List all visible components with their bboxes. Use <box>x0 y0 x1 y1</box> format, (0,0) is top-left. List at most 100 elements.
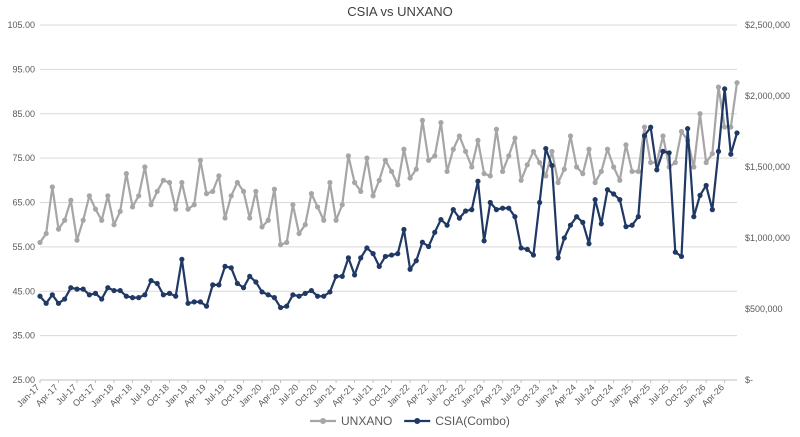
data-point <box>55 226 62 232</box>
data-point <box>154 280 160 287</box>
data-point <box>469 164 475 170</box>
data-point <box>567 222 574 228</box>
right-tick-label: $1,500,000 <box>745 162 790 172</box>
data-point <box>580 219 586 225</box>
left-tick-label: 75.00 <box>12 153 35 163</box>
data-point <box>561 166 567 172</box>
data-point <box>493 207 500 213</box>
right-tick-label: $2,500,000 <box>745 20 790 30</box>
left-tick-label: 65.00 <box>12 198 35 208</box>
data-point <box>86 292 92 298</box>
data-point <box>376 263 382 269</box>
data-point <box>86 193 92 199</box>
data-point <box>438 216 444 223</box>
data-point <box>111 287 117 294</box>
right-tick-label: $- <box>745 375 753 385</box>
data-point <box>672 249 678 255</box>
data-point <box>284 239 290 246</box>
data-point <box>80 217 86 223</box>
data-point <box>185 206 191 212</box>
data-point <box>173 206 179 212</box>
data-point <box>136 295 142 301</box>
data-point <box>419 239 426 245</box>
data-point <box>709 151 715 157</box>
legend-label: UNXANO <box>341 414 392 428</box>
data-point <box>37 293 43 299</box>
data-point <box>80 286 86 292</box>
data-point <box>222 263 228 269</box>
data-point <box>500 168 506 175</box>
data-point <box>530 252 537 258</box>
data-point <box>148 278 154 284</box>
left-tick-label: 25.00 <box>12 375 35 385</box>
series-layer <box>37 80 740 311</box>
data-point <box>105 193 111 199</box>
data-point <box>506 153 512 159</box>
data-point <box>530 148 537 155</box>
legend-entry: CSIA(Combo) <box>404 414 510 428</box>
data-point <box>685 126 691 132</box>
data-point <box>382 253 389 260</box>
data-point <box>487 199 493 206</box>
left-tick-label: 45.00 <box>12 286 35 296</box>
data-point <box>623 142 629 148</box>
data-point <box>271 186 277 192</box>
data-point <box>592 179 598 186</box>
data-point <box>216 173 222 179</box>
data-point <box>728 124 734 130</box>
data-point <box>722 124 728 130</box>
data-point <box>253 279 259 285</box>
data-point <box>333 273 339 279</box>
data-point <box>49 184 55 190</box>
data-point <box>99 217 105 223</box>
data-point <box>296 230 302 237</box>
data-point <box>407 175 413 181</box>
data-point <box>105 285 111 291</box>
data-point <box>197 157 203 163</box>
data-point <box>351 272 358 278</box>
data-point <box>358 255 364 261</box>
data-point <box>617 197 623 203</box>
data-point <box>487 173 493 179</box>
left-tick-label: 105.00 <box>7 20 35 30</box>
data-point <box>419 117 426 124</box>
left-tick-label: 95.00 <box>12 64 35 74</box>
data-point <box>308 287 314 294</box>
data-point <box>191 202 197 208</box>
data-point <box>401 226 407 233</box>
data-point <box>160 177 166 183</box>
data-point <box>512 214 518 220</box>
data-point <box>635 214 641 220</box>
data-point <box>259 289 265 295</box>
data-point <box>672 159 678 166</box>
data-point <box>92 290 99 296</box>
data-point <box>598 168 604 175</box>
data-point <box>666 150 672 156</box>
data-point <box>660 148 666 154</box>
data-point <box>345 255 352 261</box>
data-point <box>629 222 635 228</box>
data-point <box>678 128 685 135</box>
data-point <box>173 293 179 299</box>
data-point <box>247 273 253 279</box>
data-point <box>179 179 185 186</box>
gridlines <box>40 24 737 381</box>
data-point <box>506 205 512 211</box>
data-point <box>703 159 709 166</box>
data-point <box>74 237 80 243</box>
data-point <box>555 179 561 186</box>
data-point <box>388 252 395 258</box>
data-point <box>648 159 654 166</box>
data-point <box>518 245 524 251</box>
data-point <box>364 155 370 161</box>
data-point <box>222 215 228 221</box>
data-point <box>574 214 580 220</box>
data-point <box>586 241 592 247</box>
data-point <box>351 179 358 186</box>
data-point <box>678 253 685 260</box>
series-unxano <box>37 80 740 248</box>
data-point <box>117 287 123 294</box>
data-point <box>234 280 240 287</box>
data-point <box>524 162 530 168</box>
